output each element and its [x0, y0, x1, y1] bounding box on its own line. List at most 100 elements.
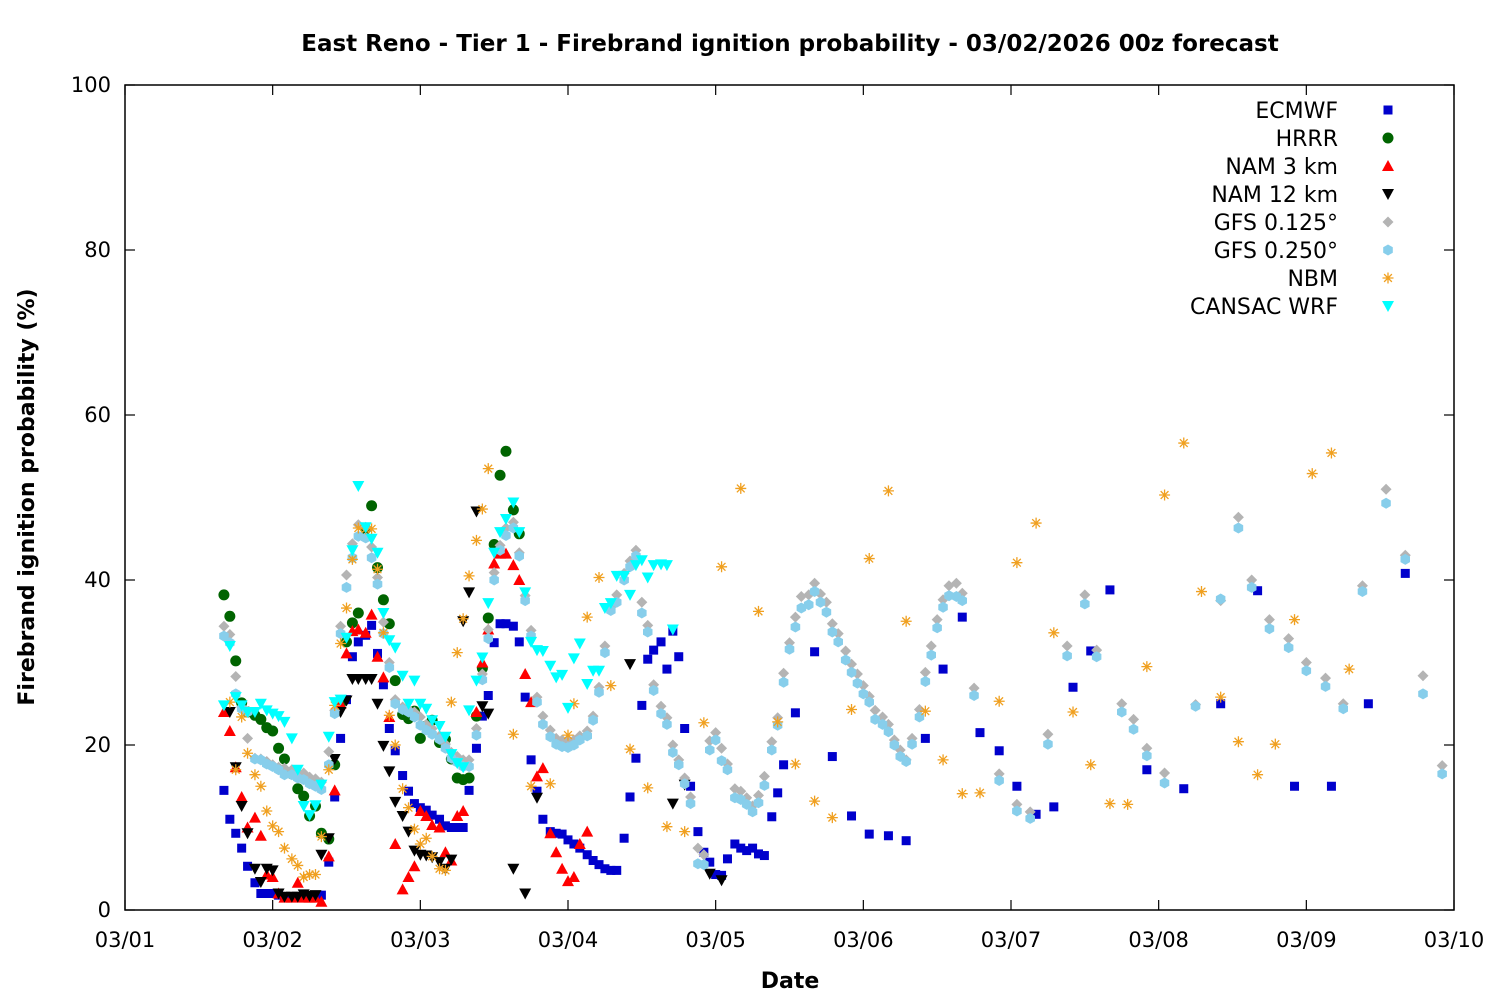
- data-point: [366, 552, 377, 564]
- data-point: [408, 860, 421, 872]
- data-point: [248, 811, 261, 823]
- data-point: [532, 786, 542, 796]
- data-point: [218, 620, 230, 632]
- data-point: [550, 846, 563, 858]
- data-point: [286, 853, 298, 865]
- data-point: [937, 754, 949, 766]
- y-tick-label: 100: [71, 73, 111, 97]
- data-point: [1049, 802, 1059, 812]
- data-point: [482, 708, 495, 720]
- data-point: [402, 698, 415, 710]
- data-point: [735, 482, 747, 494]
- data-point: [389, 796, 402, 808]
- data-point: [1320, 680, 1331, 692]
- data-point: [968, 682, 980, 694]
- x-tick-label: 03/05: [685, 928, 746, 952]
- data-point: [446, 823, 456, 832]
- data-point: [789, 758, 801, 770]
- data-point: [404, 786, 414, 796]
- data-point: [359, 522, 372, 534]
- data-point: [420, 832, 432, 844]
- data-point: [1061, 640, 1073, 652]
- data-point: [1400, 568, 1410, 578]
- data-point: [315, 849, 328, 861]
- data-point: [1011, 557, 1023, 569]
- data-point: [476, 652, 489, 664]
- data-point: [581, 611, 593, 623]
- data-point: [625, 792, 635, 802]
- data-point: [931, 614, 943, 626]
- data-point: [499, 513, 512, 525]
- data-point: [705, 857, 715, 867]
- data-point: [255, 780, 267, 792]
- x-tick-label: 03/03: [390, 928, 451, 952]
- data-point: [396, 670, 409, 682]
- data-point: [366, 523, 378, 535]
- data-point: [1301, 665, 1312, 677]
- data-point: [1080, 598, 1090, 610]
- data-point: [452, 823, 462, 832]
- data-point: [267, 820, 279, 832]
- data-point: [1418, 688, 1428, 700]
- data-point: [619, 833, 629, 843]
- data-point: [1263, 614, 1275, 626]
- data-point: [1436, 760, 1448, 772]
- data-point: [458, 823, 468, 832]
- data-point: [501, 619, 511, 629]
- data-point: [826, 618, 838, 630]
- data-point: [384, 724, 394, 733]
- data-point: [398, 771, 408, 781]
- data-point: [1141, 661, 1153, 673]
- data-point: [563, 835, 573, 845]
- data-point: [637, 700, 647, 710]
- data-point: [471, 743, 481, 753]
- data-point: [435, 814, 445, 824]
- data-point: [285, 733, 298, 745]
- data-point: [730, 839, 740, 849]
- data-point: [315, 895, 328, 907]
- data-point: [736, 843, 746, 853]
- data-point: [242, 747, 254, 759]
- legend-marker: [1382, 216, 1394, 228]
- legend-label: NAM 3 km: [1225, 155, 1338, 180]
- x-tick-label: 03/07: [981, 928, 1042, 952]
- data-point: [322, 731, 335, 743]
- data-point: [414, 732, 426, 744]
- data-point: [767, 812, 777, 822]
- data-point: [863, 553, 875, 565]
- data-point: [483, 691, 493, 700]
- data-point: [304, 869, 316, 881]
- data-point: [408, 675, 421, 687]
- data-point: [248, 863, 261, 875]
- data-point: [1232, 736, 1244, 748]
- data-point: [470, 675, 483, 687]
- data-point: [372, 578, 383, 590]
- data-point: [767, 744, 777, 756]
- data-point: [1042, 728, 1054, 740]
- data-point: [1417, 670, 1429, 682]
- data-point: [352, 623, 365, 635]
- legend-marker: [1382, 189, 1394, 200]
- data-point: [637, 607, 647, 619]
- chart-title: East Reno - Tier 1 - Firebrand ignition …: [301, 31, 1279, 57]
- data-point: [753, 849, 763, 859]
- data-point: [686, 781, 696, 791]
- data-point: [218, 589, 230, 601]
- data-point: [1216, 699, 1226, 709]
- data-point: [250, 878, 260, 888]
- data-point: [573, 638, 586, 650]
- data-point: [1142, 765, 1152, 775]
- data-point: [489, 574, 499, 586]
- data-point: [809, 586, 820, 597]
- data-point: [501, 530, 511, 541]
- data-point: [974, 787, 986, 799]
- data-point: [324, 857, 334, 867]
- data-point: [335, 638, 347, 650]
- data-point: [741, 798, 752, 810]
- data-point: [291, 876, 304, 888]
- data-point: [367, 620, 377, 630]
- plot-frame: [124, 84, 1455, 911]
- data-point: [366, 500, 378, 512]
- data-point: [526, 755, 536, 765]
- data-point: [636, 596, 648, 608]
